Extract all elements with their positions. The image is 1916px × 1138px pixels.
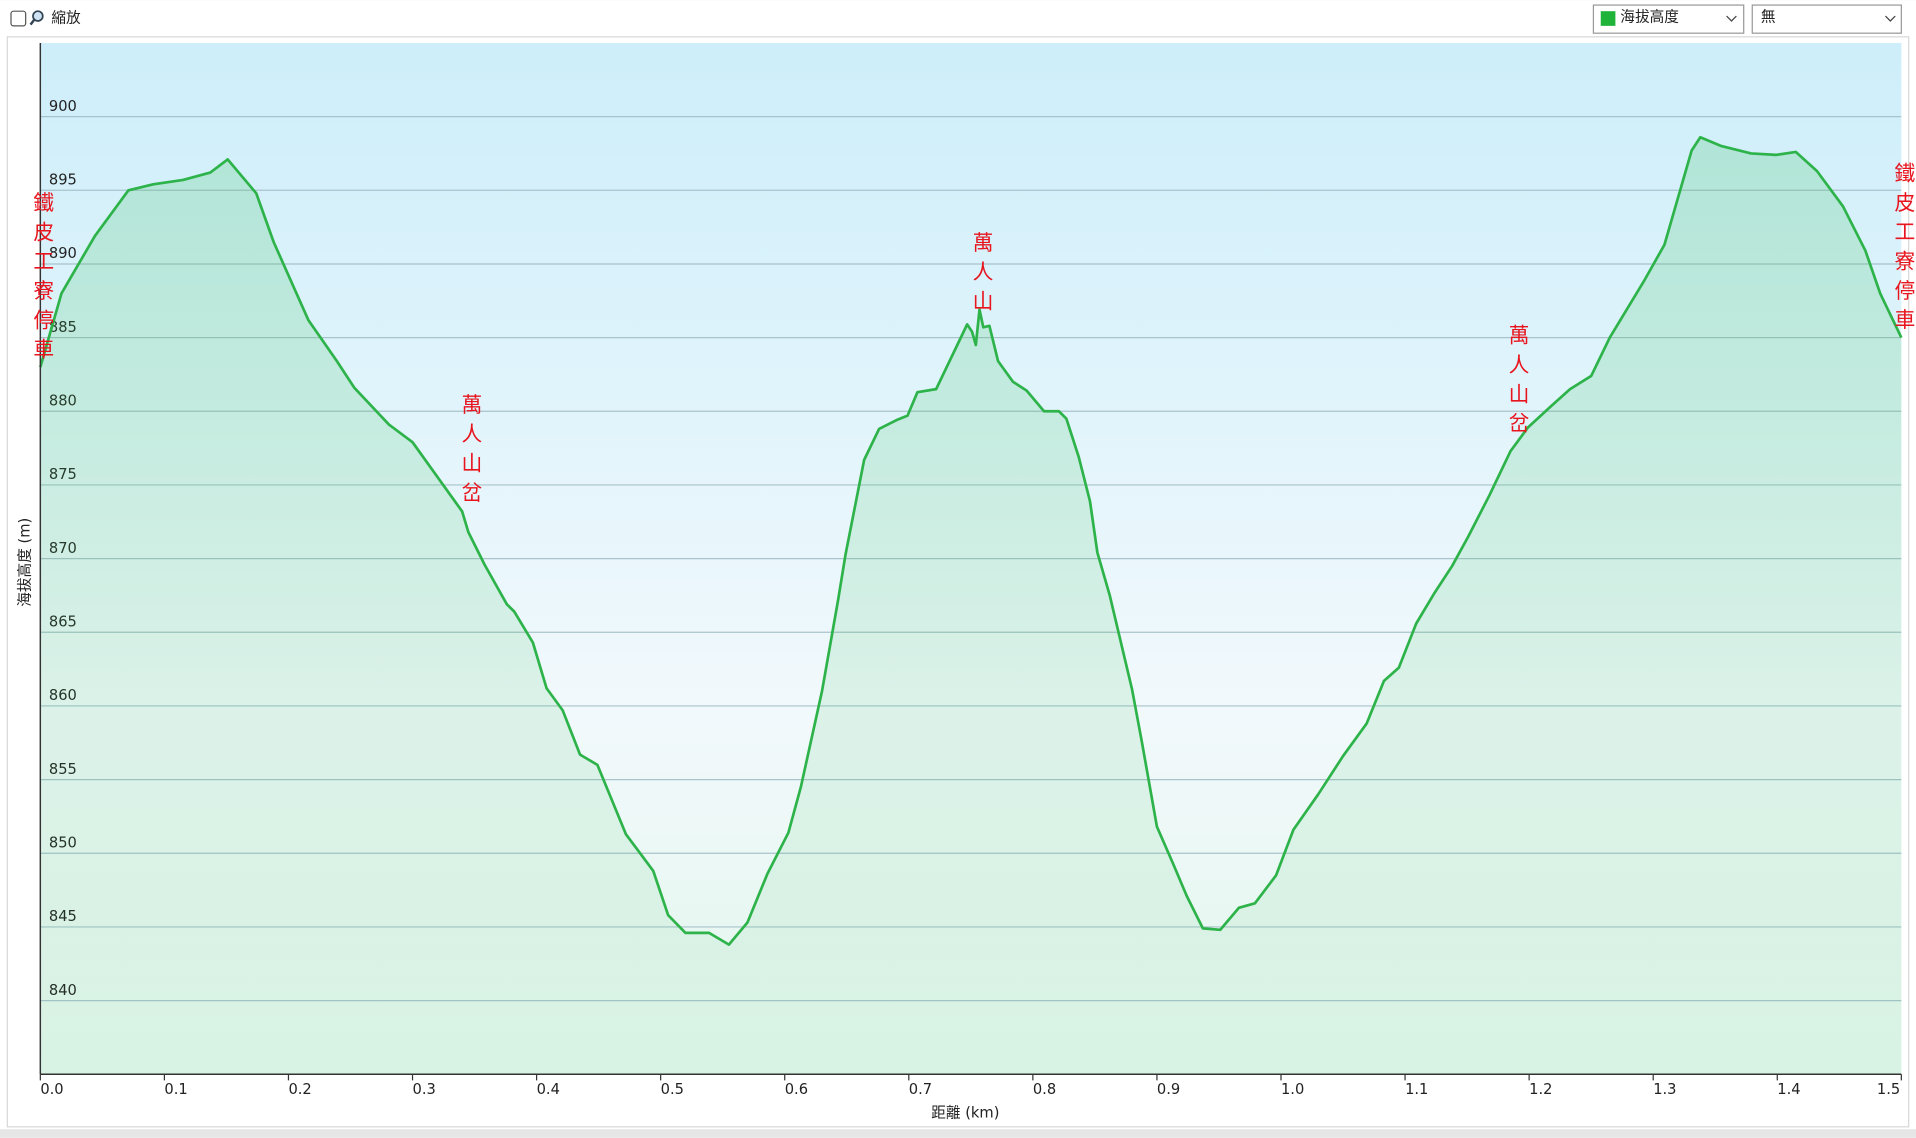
x-tick-label: 0.0 xyxy=(40,1081,63,1098)
dropdown-chevron xyxy=(1885,15,1896,22)
bottom-strip xyxy=(0,1129,1916,1138)
x-tick-label: 0.1 xyxy=(164,1081,187,1098)
x-tick-label: 0.5 xyxy=(661,1081,684,1098)
elevation-line xyxy=(39,135,1903,946)
zoom-checkbox[interactable] xyxy=(10,10,27,27)
x-tick-label: 1.5 xyxy=(1877,1081,1900,1098)
series-option: 海拔高度 xyxy=(1620,8,1679,25)
y-axis-title: 海拔高度 (m) xyxy=(17,518,34,607)
x-tick-label: 0.6 xyxy=(785,1081,808,1098)
x-tick-label: 0.8 xyxy=(1033,1081,1056,1098)
x-tick-label: 1.1 xyxy=(1405,1081,1428,1098)
x-tick-label: 0.9 xyxy=(1157,1081,1180,1098)
overlay-dropdown[interactable] xyxy=(1751,4,1902,34)
dropdown-chevron xyxy=(1726,15,1737,22)
overlay-option: 無 xyxy=(1761,8,1776,25)
annotation: 萬人山 xyxy=(969,232,993,320)
zoom-label: 縮放 xyxy=(51,10,81,27)
y-tick-label: 890 xyxy=(49,245,77,262)
x-tick-label: 0.4 xyxy=(537,1081,560,1098)
x-tick-label: 1.2 xyxy=(1529,1081,1552,1098)
x-tick-label: 0.3 xyxy=(413,1081,436,1098)
area-fill xyxy=(40,137,1902,1075)
series-dropdown[interactable] xyxy=(1592,4,1745,34)
annotation: 萬人山岔 xyxy=(1505,324,1529,441)
chart-frame xyxy=(6,36,1910,1128)
x-tick-label: 1.0 xyxy=(1281,1081,1304,1098)
x-axis-title: 距離 (km) xyxy=(931,1103,999,1121)
x-tick-label: 0.2 xyxy=(288,1081,311,1098)
annotation: 萬人山岔 xyxy=(458,394,482,511)
annotation: 鐵皮工寮停車 xyxy=(30,191,54,368)
x-tick-label: 0.7 xyxy=(909,1081,932,1098)
y-tick-label: 900 xyxy=(49,98,77,115)
series-swatch xyxy=(1600,11,1616,26)
x-tick-label: 1.3 xyxy=(1653,1081,1676,1098)
x-tick-label: 1.4 xyxy=(1777,1081,1800,1098)
magnifier-icon xyxy=(32,10,44,22)
magnifier-handle xyxy=(29,19,36,26)
y-tick-label: 895 xyxy=(49,172,77,189)
annotation: 鐵皮工寮停車 xyxy=(1891,162,1915,339)
